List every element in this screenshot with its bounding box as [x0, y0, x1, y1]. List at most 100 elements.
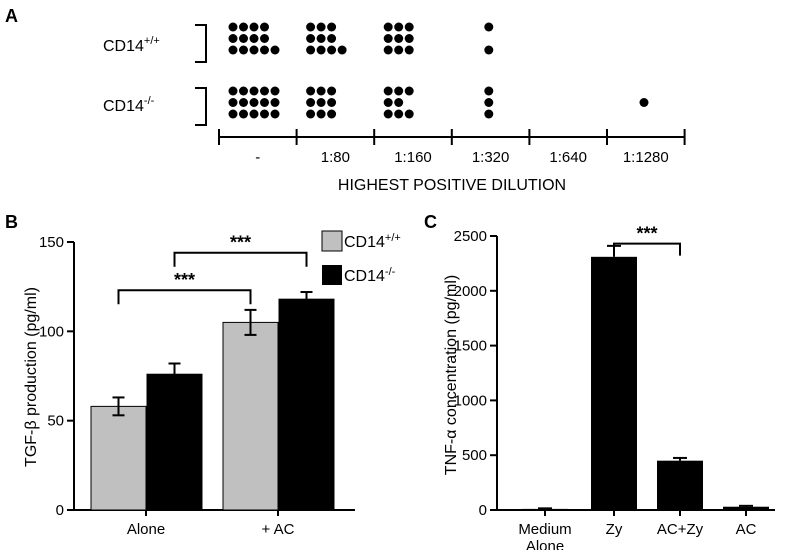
dot — [260, 45, 269, 55]
dot — [484, 45, 494, 55]
dilution-tick-label: 1:320 — [472, 149, 510, 166]
dot — [228, 22, 238, 32]
dot — [306, 34, 316, 43]
b-bar — [222, 321, 279, 511]
dot — [484, 98, 494, 107]
dot — [316, 109, 326, 119]
dilution-tick-label: 1:160 — [394, 149, 432, 166]
dilution-tick-label: 1:640 — [549, 149, 587, 166]
dot — [316, 98, 326, 107]
dot — [327, 34, 337, 43]
dot — [260, 22, 269, 32]
dilution-axis-title: HIGHEST POSITIVE DILUTION — [338, 177, 566, 194]
group-bracket-wildtype — [195, 24, 207, 63]
c-bar — [723, 506, 769, 510]
dot — [260, 34, 269, 43]
dot — [270, 86, 280, 96]
dot — [394, 45, 404, 55]
dot — [404, 45, 414, 55]
group-label-wildtype: CD14+/+ — [103, 35, 160, 55]
c-y-tick-label: 2000 — [454, 283, 487, 300]
legend-swatch-knockout — [322, 265, 342, 285]
dot — [316, 86, 326, 96]
dot — [327, 86, 337, 96]
c-x-tick-label: Zy — [606, 521, 623, 538]
dilution-tick-label: - — [255, 149, 260, 166]
dot — [394, 98, 404, 107]
dot — [270, 98, 280, 107]
c-y-tick-label: 0 — [479, 502, 487, 519]
dot — [383, 34, 393, 43]
dilution-tick-label: 1:80 — [321, 149, 350, 166]
dot — [306, 109, 316, 119]
dot — [394, 109, 404, 119]
dot — [249, 98, 259, 107]
b-x-tick-label: + AC — [262, 521, 295, 538]
panel-a-dot-plot: CD14+/+ CD14-/- - 1:80 1:160 1:320 1:640 1:12… — [103, 22, 686, 194]
dot — [249, 34, 259, 43]
dot — [404, 86, 414, 96]
dot — [327, 109, 337, 119]
dot — [249, 22, 259, 32]
b-y-tick-label: 150 — [39, 234, 64, 251]
dot — [228, 98, 238, 107]
dot-grid — [228, 22, 649, 119]
b-y-tick-label: 100 — [39, 323, 64, 340]
dot — [484, 109, 494, 119]
dot — [239, 98, 248, 107]
dot — [327, 98, 337, 107]
b-y-tick-label: 50 — [47, 413, 64, 430]
dot — [239, 45, 248, 55]
b-bar — [90, 405, 147, 511]
dot — [383, 109, 393, 119]
dot — [394, 86, 404, 96]
dot — [394, 34, 404, 43]
b-bar — [146, 373, 203, 511]
c-significance-bracket — [613, 242, 681, 256]
dot — [337, 45, 347, 55]
c-y-tick-label: 1000 — [454, 392, 487, 409]
group-label-knockout: CD14-/- — [103, 95, 155, 115]
legend-label-wildtype: CD14+/+ — [344, 232, 401, 251]
c-significance-label: *** — [636, 224, 657, 244]
dot — [228, 34, 238, 43]
c-bar — [591, 256, 637, 510]
group-bracket-knockout — [195, 87, 207, 126]
c-y-tick-label: 1500 — [454, 338, 487, 355]
dot — [639, 98, 649, 107]
dot — [404, 34, 414, 43]
b-significance-label: *** — [230, 233, 251, 253]
dilution-tick-label: 1:1280 — [623, 149, 669, 166]
dot — [484, 22, 494, 32]
dot — [383, 45, 393, 55]
b-bar — [278, 298, 335, 511]
dot — [260, 86, 269, 96]
dot — [404, 22, 414, 32]
c-bar — [522, 508, 568, 510]
b-significance-label: *** — [174, 270, 195, 290]
b-significance-bracket — [117, 289, 252, 305]
dot — [383, 86, 393, 96]
dot — [239, 22, 248, 32]
dot — [316, 22, 326, 32]
dot — [383, 98, 393, 107]
dot — [306, 45, 316, 55]
dot — [316, 45, 326, 55]
dot — [383, 22, 393, 32]
dot — [306, 98, 316, 107]
dot — [306, 86, 316, 96]
dot — [404, 109, 414, 119]
dot — [228, 109, 238, 119]
panel-b-bar-chart: 0 50 100 150 Alone + AC *** *** TGF-β productio… — [23, 230, 401, 538]
c-y-tick-label: 500 — [462, 447, 487, 464]
c-y-axis-label: TNF-α concentration (pg/ml) — [443, 275, 460, 475]
dot — [327, 45, 337, 55]
tgf-beta-chart: 0 50 100 150 Alone + AC *** *** — [39, 233, 355, 538]
dot — [316, 34, 326, 43]
legend-swatch-wildtype — [321, 230, 343, 252]
dot — [249, 86, 259, 96]
dot — [260, 109, 269, 119]
b-y-axis-label: TGF-β production (pg/ml) — [23, 287, 40, 467]
c-bar — [657, 460, 703, 510]
